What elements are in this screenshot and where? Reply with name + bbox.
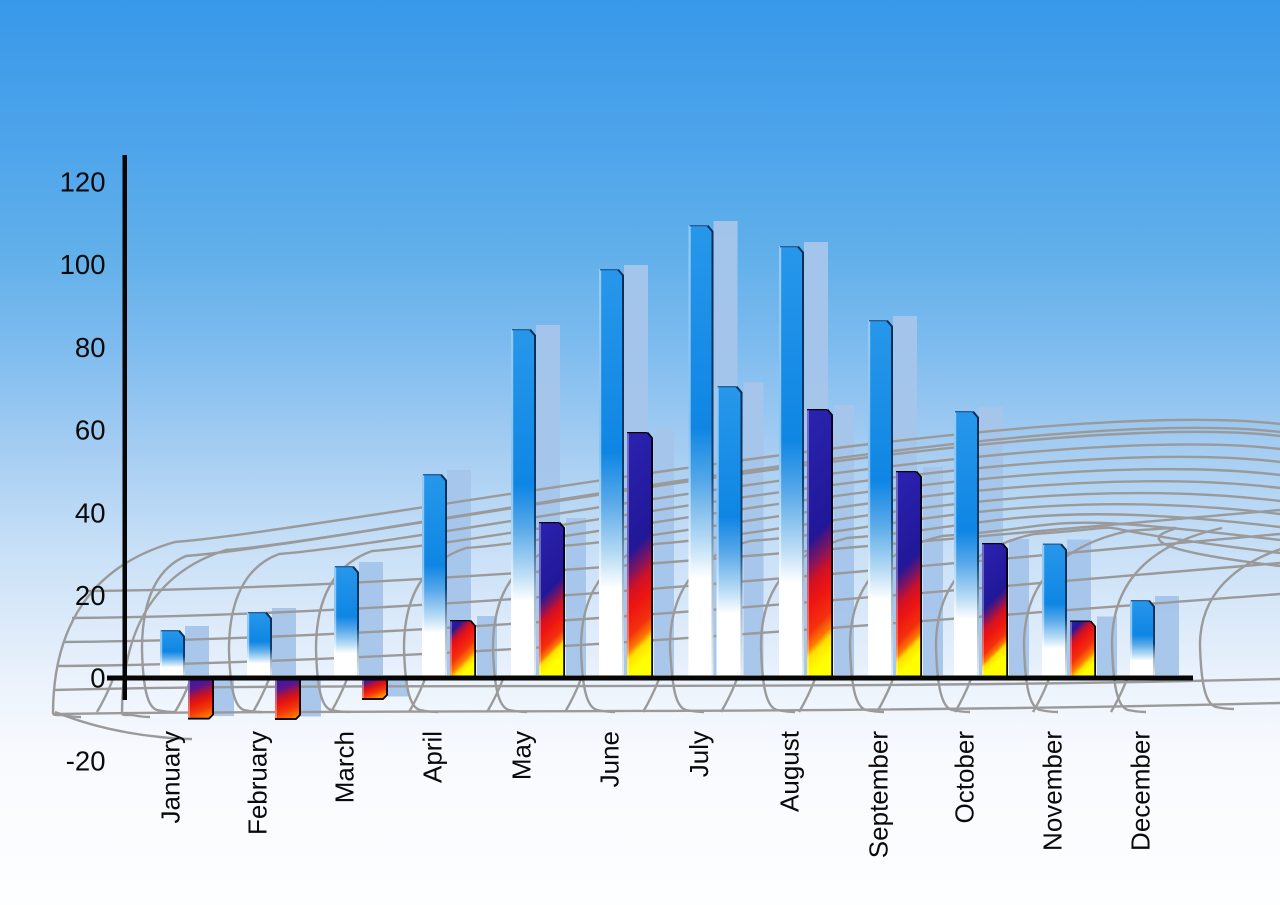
svg-text:60: 60 <box>75 415 106 446</box>
svg-text:December: December <box>1126 731 1156 851</box>
svg-text:February: February <box>243 731 273 835</box>
svg-text:June: June <box>595 731 625 787</box>
svg-text:20: 20 <box>75 580 106 611</box>
svg-text:80: 80 <box>75 332 106 363</box>
svg-text:-20: -20 <box>66 745 106 776</box>
svg-text:March: March <box>330 731 360 803</box>
svg-text:July: July <box>684 731 714 777</box>
svg-text:October: October <box>950 731 980 824</box>
svg-text:100: 100 <box>60 249 106 280</box>
svg-text:40: 40 <box>75 497 106 528</box>
svg-text:0: 0 <box>90 663 105 694</box>
svg-text:January: January <box>156 731 186 824</box>
svg-text:August: August <box>775 730 805 812</box>
svg-text:April: April <box>418 731 448 783</box>
svg-text:September: September <box>864 731 894 859</box>
svg-text:120: 120 <box>60 167 106 198</box>
svg-text:November: November <box>1038 731 1068 851</box>
svg-text:May: May <box>507 731 537 780</box>
